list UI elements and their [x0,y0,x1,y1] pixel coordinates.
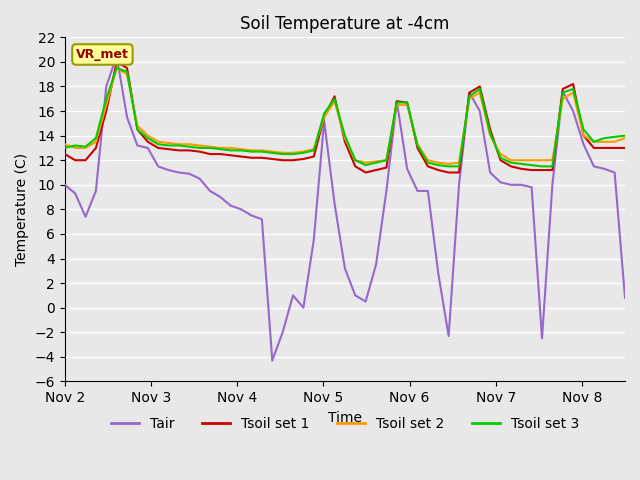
Line: Tsoil set 3: Tsoil set 3 [65,68,625,167]
Tsoil set 3 [206,144,214,150]
Tsoil set 3 [279,151,287,157]
Tsoil set 3 [175,143,183,148]
Tsoil set 3 [580,127,588,132]
X-axis label: Time: Time [328,411,362,425]
Tsoil set 1 [621,145,629,151]
Tsoil set 1 [134,127,141,132]
Tsoil set 3 [61,142,68,147]
Tsoil set 3 [621,135,629,141]
Tair [113,53,120,59]
Tair [206,188,214,194]
Tsoil set 3 [611,134,618,140]
Tair [134,143,141,148]
Line: Tair: Tair [65,56,625,360]
Tair [611,169,618,175]
Tsoil set 1 [362,169,369,175]
Tair [621,295,629,301]
Tsoil set 3 [206,145,214,151]
Text: VR_met: VR_met [76,48,129,61]
Tair [61,182,68,188]
Tsoil set 1 [611,145,618,151]
Title: Soil Temperature at -4cm: Soil Temperature at -4cm [240,15,449,33]
Tair [175,169,183,175]
Tsoil set 3 [134,123,141,129]
Tsoil set 3 [611,139,618,144]
Tair [289,292,297,298]
Tsoil set 1 [580,133,588,139]
Tsoil set 3 [445,161,452,167]
Tsoil set 1 [61,151,68,157]
Tsoil set 3 [445,164,452,169]
Line: Tsoil set 3: Tsoil set 3 [65,68,625,164]
Tair [580,142,588,147]
Tsoil set 3 [279,150,287,156]
Tsoil set 1 [175,147,183,153]
Tsoil set 3 [113,65,120,71]
Tsoil set 3 [113,65,120,71]
Line: Tsoil set 1: Tsoil set 1 [65,62,625,172]
Tsoil set 3 [621,133,629,139]
Tsoil set 1 [279,157,287,163]
Tsoil set 3 [134,127,141,132]
Tsoil set 3 [175,142,183,147]
Legend: Tair, Tsoil set 1, Tsoil set 2, Tsoil set 3: Tair, Tsoil set 1, Tsoil set 2, Tsoil se… [105,411,584,436]
Tair [268,358,276,363]
Y-axis label: Temperature (C): Temperature (C) [15,153,29,266]
Tsoil set 1 [113,59,120,65]
Tsoil set 3 [580,133,588,139]
Tsoil set 3 [61,145,68,151]
Tsoil set 1 [206,151,214,157]
